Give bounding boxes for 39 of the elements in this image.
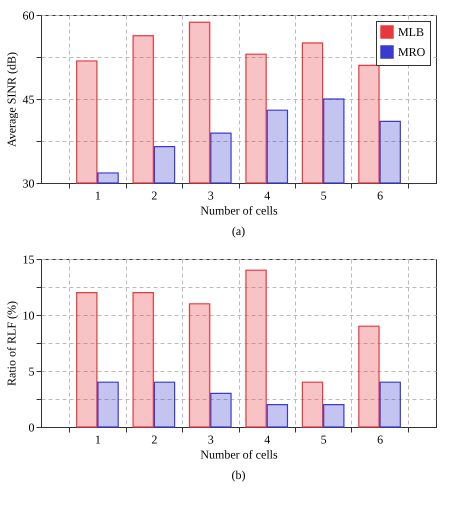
y-tick-label: 45	[22, 92, 34, 106]
x-tick-label: 5	[320, 188, 327, 202]
x-tick-label: 3	[208, 432, 214, 446]
y-tick-label: 60	[22, 8, 34, 22]
x-tick-label: 4	[264, 188, 270, 202]
bar	[380, 382, 401, 428]
bar	[76, 292, 98, 428]
bar	[97, 382, 119, 428]
bar	[154, 382, 176, 428]
x-tick-label: 3	[208, 188, 214, 202]
legend-label: MRO	[398, 45, 426, 59]
y-tick-label: 0	[28, 420, 34, 434]
x-axis-title: Number of cells	[200, 204, 278, 218]
legend-label: MLB	[398, 25, 424, 39]
bar	[188, 303, 210, 428]
y-tick-label: 5	[28, 364, 34, 378]
x-tick-label: 4	[264, 432, 270, 446]
y-tick-label: 10	[22, 308, 34, 322]
x-tick-label: 2	[151, 188, 158, 202]
x-tick-label: 5	[320, 432, 327, 446]
y-tick-label: 30	[22, 176, 34, 190]
x-tick-label: 6	[377, 188, 384, 202]
text: (b)	[232, 468, 246, 482]
y-axis-title: Ratio of RLF (%)	[4, 301, 18, 386]
bar	[358, 326, 380, 428]
x-tick-label: 1	[94, 188, 101, 202]
bar	[302, 382, 324, 428]
bar	[210, 392, 232, 428]
y-tick-label: 15	[22, 252, 34, 266]
x-axis-title: Number of cells	[200, 448, 278, 462]
x-tick-label: 6	[377, 432, 384, 446]
bar	[132, 292, 154, 428]
x-tick-label: 2	[151, 432, 158, 446]
bar	[323, 404, 345, 428]
bar	[245, 270, 267, 428]
bar	[266, 404, 288, 428]
text: (a)	[232, 224, 246, 238]
y-axis-title: Average SINR (dB)	[4, 52, 18, 148]
x-tick-label: 1	[94, 432, 101, 446]
